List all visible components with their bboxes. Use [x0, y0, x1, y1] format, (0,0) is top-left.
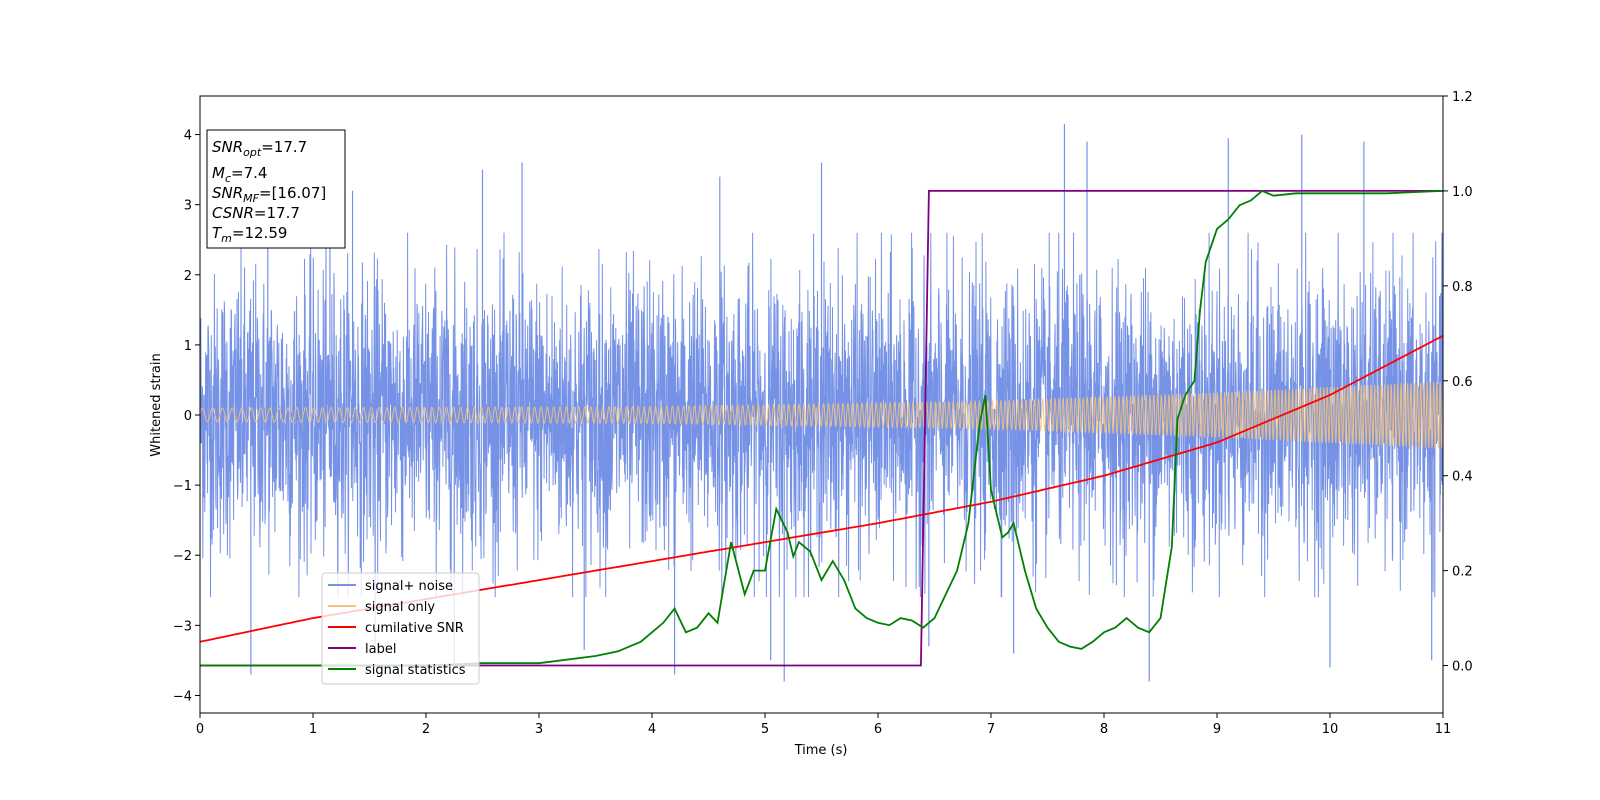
series-signal-noise [200, 232, 1443, 598]
x-tick-label: 7 [987, 722, 995, 737]
y-right-tick-label: 0.6 [1452, 375, 1473, 390]
axes-frame [199, 95, 1444, 714]
plot-area [200, 124, 1443, 682]
series-signal-only [200, 380, 1443, 449]
annotation-line: CSNR=17.7 [212, 204, 300, 222]
annotation-line: SNRopt=17.7 [212, 138, 307, 159]
x-tick-label: 6 [874, 722, 882, 737]
x-tick-label: 5 [761, 722, 769, 737]
x-tick-label: 11 [1435, 722, 1452, 737]
y-tick-label: 1 [184, 339, 192, 354]
x-tick-label: 8 [1100, 722, 1108, 737]
annotation-line: SNRMF=[16.07] [212, 184, 326, 205]
series-label [200, 190, 1443, 667]
y-right-tick-label: 1.2 [1452, 90, 1473, 105]
legend-label: cumilative SNR [365, 621, 464, 636]
y-axis-label: Whitened strain [149, 353, 164, 456]
y-tick-label: 0 [184, 409, 192, 424]
y-tick-label: −1 [173, 479, 192, 494]
y-tick-label: 3 [184, 199, 192, 214]
axis-ticks: 0 1 2 3 4 5 6 7 8 9 10 11 −4 −3 −2 −1 0 1 2 3 4 0.0 0.2 0.4 0.6 0… [173, 90, 1473, 737]
y-right-tick-label: 0.0 [1452, 660, 1473, 675]
x-tick-label: 4 [648, 722, 656, 737]
legend-label: signal statistics [365, 663, 466, 678]
legend-label: signal only [365, 600, 435, 615]
y-tick-label: −2 [173, 549, 192, 564]
legend-label: label [365, 642, 396, 657]
x-tick-label: 3 [535, 722, 543, 737]
y-right-tick-label: 0.4 [1452, 470, 1473, 485]
legend: signal+ noise signal only cumilative SNR la… [321, 572, 480, 685]
x-tick-label: 2 [422, 722, 430, 737]
x-tick-label: 10 [1322, 722, 1339, 737]
y-tick-label: 2 [184, 269, 192, 284]
x-tick-label: 0 [196, 722, 204, 737]
y-right-tick-label: 0.8 [1452, 280, 1473, 295]
y-tick-label: −4 [173, 689, 192, 704]
y-tick-label: −3 [173, 619, 192, 634]
x-tick-label: 1 [309, 722, 317, 737]
y-tick-label: 4 [184, 129, 192, 144]
series-signal-statistics [200, 189, 1443, 667]
x-tick-label: 9 [1213, 722, 1221, 737]
annotation-line: Mc=7.4 [212, 164, 267, 185]
legend-label: signal+ noise [365, 579, 453, 594]
y-right-tick-label: 0.2 [1452, 565, 1473, 580]
annotation-frame [206, 129, 346, 249]
y-right-tick-label: 1.0 [1452, 185, 1473, 200]
legend-box [321, 572, 480, 685]
annotation-line: Tm=12.59 [212, 224, 287, 245]
x-axis-label: Time (s) [794, 743, 848, 758]
